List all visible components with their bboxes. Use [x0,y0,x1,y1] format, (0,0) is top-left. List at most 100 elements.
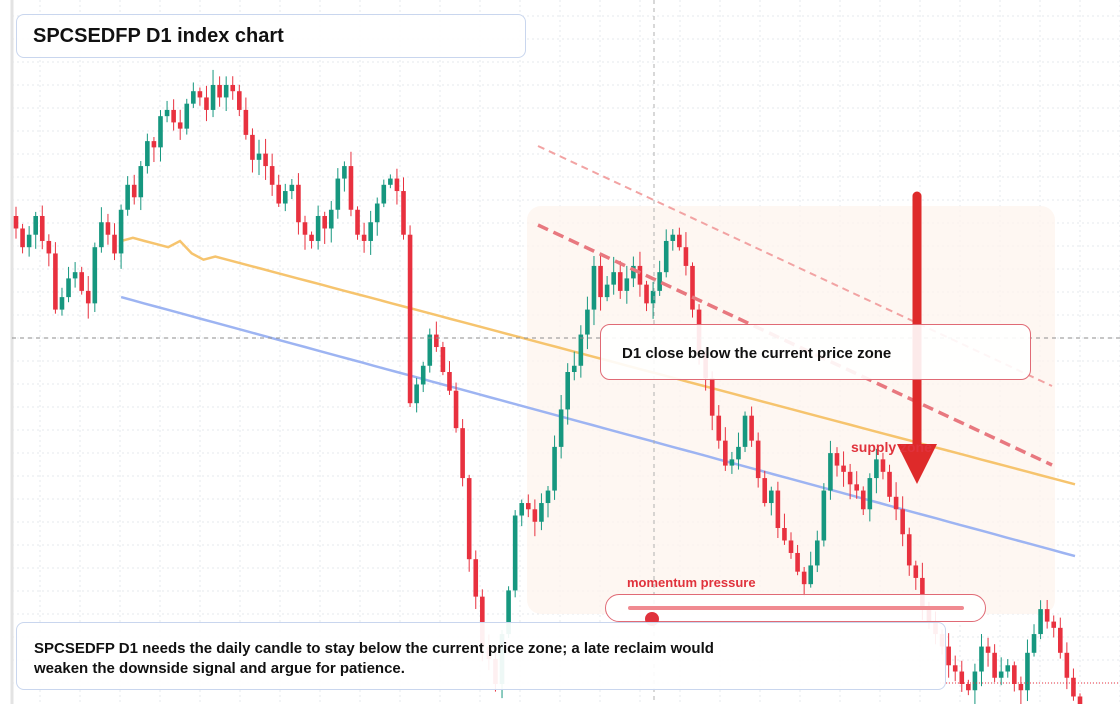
candle-body [795,552,800,572]
candle-body [342,166,347,179]
candle-body [716,415,722,441]
candle-body [1064,652,1070,678]
candle [309,231,314,249]
candle [99,207,104,253]
candle [197,87,203,106]
candle-body [269,166,275,185]
candle [460,419,465,487]
candle [801,566,807,597]
candle-body [545,490,551,504]
candle-body [263,153,268,167]
candle [657,260,662,296]
candle [1044,599,1050,629]
title-panel: SPCSEDFP D1 index chart [16,14,526,58]
candle [263,138,268,180]
candle [762,470,768,507]
candle [598,254,603,311]
candle [1064,642,1070,690]
candle [237,84,242,116]
candle-body [946,646,951,666]
candle [624,265,630,304]
candle [808,551,814,588]
candle-body [1025,652,1030,691]
candle [814,530,820,573]
candle-body [151,141,157,148]
candle [1057,617,1063,659]
candle [631,256,636,288]
candle [72,262,78,288]
candle [158,110,163,162]
candle [118,204,124,269]
candle-body [801,571,807,585]
candle-body [788,540,794,553]
candle [821,483,827,547]
candle-body [223,84,229,98]
candle [243,97,249,140]
candle-body [112,234,117,254]
candle [716,405,722,449]
candle-body [39,216,45,241]
candle [545,485,551,518]
candle-body [414,384,419,404]
candle-body [177,122,183,129]
candle [276,174,282,207]
candle-body [972,671,978,691]
candle-body [525,503,531,510]
candle-body [322,216,327,229]
candle [13,206,19,239]
candle [683,232,689,276]
candle [440,341,446,376]
candle [302,215,308,250]
candle-body [1018,684,1024,691]
signal-callout-text: D1 close below the current price zone [622,345,892,362]
candle-body [164,109,170,117]
candle [381,179,387,208]
candle-body [302,222,308,235]
candle [420,361,426,393]
supply-zone-label: supply zone [851,439,932,455]
candle-body [105,222,111,235]
candle-body [598,265,603,298]
candle [217,76,222,107]
candle-body [374,203,380,223]
candle [709,371,715,431]
candle-body [512,515,518,591]
candle-body [782,528,787,541]
candle [834,447,840,477]
candle-body [736,446,741,460]
trend-line-lower [537,223,1053,467]
candle-body [131,184,137,198]
candle [972,663,978,704]
down-arrow-icon [897,191,937,484]
candle [906,527,912,576]
candle-body [644,284,649,304]
candle [434,321,439,352]
candle [512,510,518,598]
candle-body [998,671,1004,678]
candle [565,363,571,425]
candle [20,223,25,254]
candle-body [611,272,616,285]
candle [1051,615,1057,638]
candle-body [210,84,216,110]
candle [952,655,958,682]
candle-body [979,646,984,672]
moving-average-slow [120,295,1076,558]
candle-body [20,228,25,248]
candle [723,427,728,471]
candle [112,223,117,261]
candle [755,432,761,488]
candle [85,276,91,319]
candle [407,225,413,407]
candle-body [663,240,669,273]
candle [670,229,676,251]
candle-body [184,103,190,129]
candle [1012,661,1017,692]
momentum-track [628,606,964,626]
candle [795,544,800,576]
candle-body [814,540,820,566]
candle-body [72,272,78,279]
candle-body [427,334,433,366]
candle [250,128,255,173]
